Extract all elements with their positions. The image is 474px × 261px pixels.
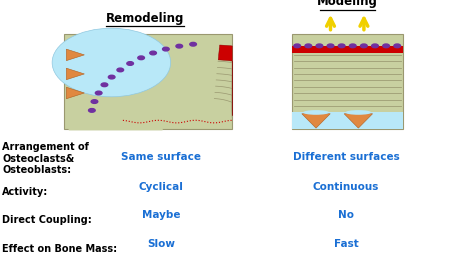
FancyBboxPatch shape <box>292 112 403 129</box>
Text: Continuous: Continuous <box>313 182 379 192</box>
Circle shape <box>89 109 95 112</box>
Circle shape <box>361 44 367 48</box>
Text: Modeling: Modeling <box>317 0 378 8</box>
Text: Maybe: Maybe <box>142 210 181 220</box>
Text: Cyclical: Cyclical <box>139 182 183 192</box>
Polygon shape <box>218 45 232 116</box>
Polygon shape <box>66 49 84 61</box>
Circle shape <box>383 44 390 48</box>
Text: Different surfaces: Different surfaces <box>292 152 400 162</box>
Circle shape <box>109 75 115 79</box>
Text: Direct Coupling:: Direct Coupling: <box>2 215 92 225</box>
Text: Remodeling: Remodeling <box>106 12 184 25</box>
Polygon shape <box>302 114 330 128</box>
Text: No: No <box>338 210 354 220</box>
Text: Arrangement of
Osteoclasts&
Osteoblasts:: Arrangement of Osteoclasts& Osteoblasts: <box>2 142 89 175</box>
Circle shape <box>372 44 378 48</box>
Circle shape <box>305 44 311 48</box>
Circle shape <box>150 51 156 55</box>
Circle shape <box>163 47 169 51</box>
Circle shape <box>190 42 196 46</box>
Circle shape <box>349 44 356 48</box>
Text: Activity:: Activity: <box>2 187 49 197</box>
Circle shape <box>176 44 182 48</box>
Polygon shape <box>344 114 373 128</box>
FancyBboxPatch shape <box>292 34 403 129</box>
Circle shape <box>327 44 334 48</box>
Ellipse shape <box>303 110 329 115</box>
Text: Fast: Fast <box>334 239 358 249</box>
Polygon shape <box>66 87 84 99</box>
Ellipse shape <box>52 28 171 97</box>
Circle shape <box>91 100 98 103</box>
Circle shape <box>117 68 124 72</box>
Polygon shape <box>66 68 84 80</box>
Circle shape <box>127 62 134 65</box>
Circle shape <box>394 44 401 48</box>
FancyBboxPatch shape <box>64 34 232 129</box>
Circle shape <box>101 83 108 87</box>
Circle shape <box>138 56 145 60</box>
Circle shape <box>294 44 301 48</box>
Text: Same surface: Same surface <box>121 152 201 162</box>
Text: Effect on Bone Mass:: Effect on Bone Mass: <box>2 244 118 254</box>
Ellipse shape <box>345 110 372 115</box>
Text: Slow: Slow <box>147 239 175 249</box>
FancyBboxPatch shape <box>292 46 403 53</box>
Circle shape <box>316 44 323 48</box>
Circle shape <box>338 44 345 48</box>
Circle shape <box>95 91 102 95</box>
